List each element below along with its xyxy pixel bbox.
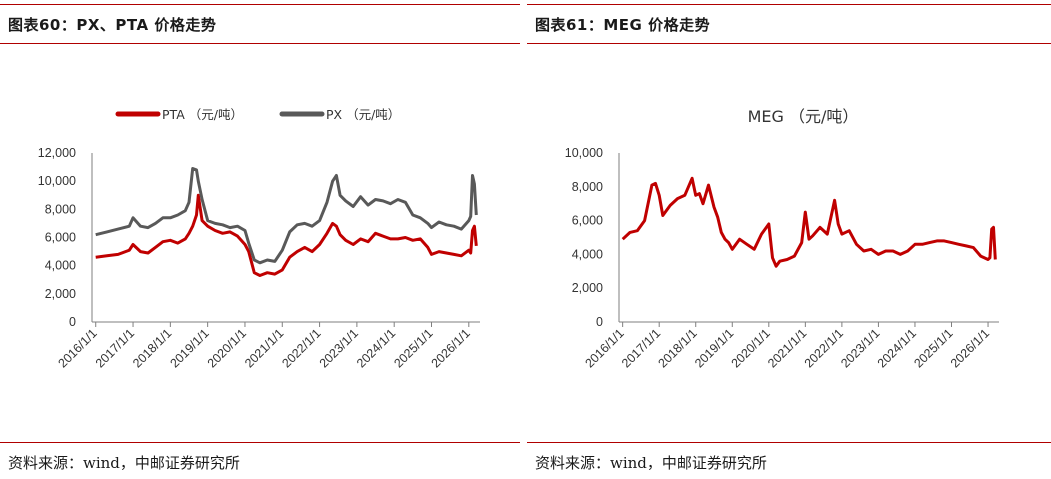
x-tick-label: 2017/1/1 [93, 326, 137, 370]
series-line-0 [621, 176, 997, 268]
source-note: 资料来源：wind，中邮证券研究所 [535, 454, 767, 472]
x-tick-label: 2023/1/1 [838, 326, 882, 370]
x-tick-label: 2020/1/1 [205, 326, 249, 370]
y-tick-label: 8,000 [572, 180, 603, 194]
figure-title: 图表60：PX、PTA 价格走势 [8, 16, 217, 34]
x-tick-label: 2016/1/1 [56, 326, 100, 370]
y-tick-label: 0 [69, 315, 76, 329]
series-line-1 [95, 167, 478, 265]
px-pta-price-chart: 0 2,000 4,000 6,000 8,000 10,000 12,000 2016/1/… [38, 107, 480, 371]
y-tick-label: 4,000 [45, 259, 76, 273]
figure-title: 图表61：MEG 价格走势 [535, 16, 711, 34]
title-rule [0, 43, 520, 44]
x-tick-label: 2019/1/1 [692, 326, 736, 370]
x-tick-label: 2026/1/1 [948, 326, 992, 370]
series-line-0 [95, 193, 478, 277]
y-tick-label: 2,000 [572, 281, 603, 295]
x-tick-label: 2019/1/1 [167, 326, 211, 370]
x-tick-label: 2023/1/1 [317, 326, 361, 370]
y-tick-label: 10,000 [565, 146, 603, 160]
top-rule [0, 4, 520, 5]
x-tick-label: 2021/1/1 [242, 326, 286, 370]
y-tick-label: 0 [596, 315, 603, 329]
title-rule [527, 43, 1051, 44]
y-tick-label: 2,000 [45, 287, 76, 301]
x-tick-label: 2024/1/1 [875, 326, 919, 370]
source-rule [0, 442, 520, 443]
source-note: 资料来源：wind，中邮证券研究所 [8, 454, 240, 472]
x-tick-label: 2025/1/1 [391, 326, 435, 370]
legend-label-0: PTA （元/吨） [162, 107, 243, 122]
x-tick-label: 2021/1/1 [765, 326, 809, 370]
y-tick-label: 6,000 [572, 214, 603, 228]
left-figure-panel: 图表60：PX、PTA 价格走势 0 2,000 4,000 6,000 8,000 10… [0, 0, 520, 479]
y-tick-label: 6,000 [45, 231, 76, 245]
legend-label-1: PX （元/吨） [326, 107, 400, 122]
meg-price-chart: 0 2,000 4,000 6,000 8,000 10,000 2016/1/12017/… [565, 107, 999, 371]
x-tick-label: 2020/1/1 [729, 326, 773, 370]
x-tick-label: 2018/1/1 [130, 326, 174, 370]
chart-title: MEG （元/吨） [748, 107, 859, 126]
right-figure-panel: 图表61：MEG 价格走势 0 2,000 4,000 6,000 8,000 10,00… [527, 0, 1051, 479]
top-rule [527, 4, 1051, 5]
source-rule [527, 442, 1051, 443]
x-tick-label: 2018/1/1 [656, 326, 700, 370]
x-tick-label: 2017/1/1 [619, 326, 663, 370]
x-tick-label: 2022/1/1 [279, 326, 323, 370]
y-tick-label: 12,000 [38, 146, 76, 160]
y-tick-label: 10,000 [38, 174, 76, 188]
x-tick-label: 2025/1/1 [911, 326, 955, 370]
x-tick-label: 2026/1/1 [429, 326, 473, 370]
x-tick-label: 2016/1/1 [582, 326, 626, 370]
x-tick-label: 2024/1/1 [354, 326, 398, 370]
y-tick-label: 8,000 [45, 202, 76, 216]
x-tick-label: 2022/1/1 [802, 326, 846, 370]
y-tick-label: 4,000 [572, 247, 603, 261]
